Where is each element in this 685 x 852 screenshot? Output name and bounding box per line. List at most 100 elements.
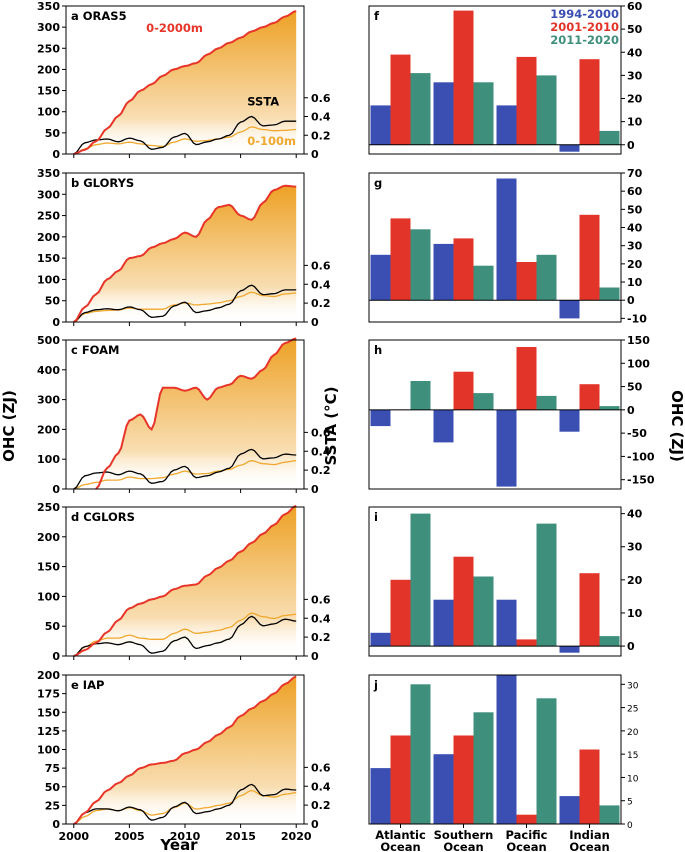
- y-tick-label: 50: [45, 781, 61, 794]
- line-panel-c: 0 100 200 300 400 500 0 0.2 0.4 0.6 c FOAM: [37, 334, 331, 496]
- y-tick-label: 150: [627, 334, 650, 347]
- bar-2011-2020-2: [536, 698, 557, 824]
- y-tick-label: 20: [627, 93, 643, 106]
- ohc-2000m-line: [73, 675, 297, 825]
- y-tick-label: 50: [45, 620, 61, 633]
- x-tick-label: Southern: [434, 828, 494, 842]
- ssta-tick-label: 0.4: [311, 111, 331, 124]
- y-tick-label: 40: [627, 222, 643, 235]
- y-tick-label: 400: [37, 364, 60, 377]
- bar-2001-2010-1: [453, 556, 474, 647]
- bar-2011-2020-1: [473, 265, 494, 301]
- x-tick-label: 2020: [281, 830, 312, 843]
- legend-0-2000m: 0-2000m: [146, 21, 203, 35]
- y-tick-label: 60: [627, 0, 643, 13]
- bar-2011-2020-2: [536, 254, 557, 301]
- x-tick-label: Pacific: [506, 828, 548, 842]
- y-tick-label: 0: [627, 139, 635, 152]
- y-tick-label: 100: [37, 453, 60, 466]
- y-tick-label: 200: [37, 669, 60, 682]
- bar-2001-2010-3: [579, 214, 600, 301]
- ohc-2000m-line: [73, 184, 297, 323]
- ssta-tick-label: 0.2: [311, 464, 331, 477]
- bar-1994-2000-2: [496, 178, 517, 301]
- ssta-tick-label: 0.2: [311, 631, 331, 644]
- y-tick-label: 100: [37, 744, 60, 757]
- axes-frame: [368, 5, 622, 155]
- bar-1994-2000-0: [370, 105, 391, 145]
- right-y-axis-label: OHC (ZJ): [668, 390, 685, 462]
- y-tick-label: 50: [627, 23, 643, 36]
- panel-letter: f: [374, 9, 380, 23]
- y-tick-label: -10: [627, 312, 647, 325]
- x-tick-label: 2005: [114, 830, 145, 843]
- bar-2011-2020-3: [599, 805, 620, 824]
- bar-1994-2000-1: [433, 82, 454, 145]
- y-tick-label: 0: [627, 821, 633, 831]
- panel-title: a ORAS5: [71, 9, 127, 23]
- bar-2011-2020-2: [536, 75, 557, 145]
- bar-2001-2010-3: [579, 384, 600, 410]
- mid-y-axis-label: SSTA (°C): [322, 386, 340, 465]
- y-tick-label: 60: [627, 185, 643, 198]
- y-tick-label: -50: [627, 427, 647, 440]
- y-tick-label: 20: [627, 574, 643, 587]
- bar-1994-2000-2: [496, 675, 517, 824]
- bar-1994-2000-3: [559, 646, 580, 653]
- y-tick-label: 500: [37, 334, 60, 347]
- panel-letter: h: [374, 343, 382, 357]
- bar-1994-2000-3: [559, 409, 580, 432]
- y-tick-label: 20: [627, 258, 643, 271]
- ssta-line: [73, 284, 297, 323]
- x-tick-label: Ocean: [443, 840, 483, 852]
- y-tick-label: 250: [37, 501, 60, 514]
- y-tick-label: 0: [627, 404, 635, 417]
- y-tick-label: 0: [52, 483, 60, 496]
- y-tick-label: 70: [627, 167, 643, 180]
- legend-ssta: SSTA: [247, 94, 279, 108]
- bar-2001-2010-2: [516, 639, 537, 646]
- y-tick-label: 0: [627, 294, 635, 307]
- ssta-tick-label: 0.6: [311, 92, 331, 105]
- y-tick-label: 350: [37, 167, 60, 180]
- axes-frame: [368, 339, 622, 490]
- ssta-line: [73, 115, 297, 155]
- y-tick-label: 10: [627, 116, 643, 129]
- y-tick-label: 50: [627, 203, 643, 216]
- bar-1994-2000-3: [559, 144, 580, 152]
- ssta-line: [73, 615, 297, 657]
- bar-panel-i: 0 10 20 30 40 i: [368, 506, 643, 657]
- bar-1994-2000-0: [370, 632, 391, 646]
- line-panel-b: 0 50 100 150 200 250 300 350 0 0.2 0.4 0.6 b GLORYS: [37, 167, 331, 329]
- y-tick-label: 0: [52, 818, 60, 831]
- y-tick-label: 200: [37, 231, 60, 244]
- y-tick-label: 0: [52, 316, 60, 329]
- bar-2011-2020-1: [473, 712, 494, 825]
- bar-2011-2020-3: [599, 406, 620, 410]
- x-tick-label: 2010: [170, 830, 201, 843]
- bar-2011-2020-3: [599, 636, 620, 646]
- y-tick-label: 200: [37, 63, 60, 76]
- panel-letter: i: [374, 510, 378, 524]
- y-tick-label: 30: [627, 240, 643, 253]
- bar-2001-2010-0: [390, 579, 411, 646]
- ssta-tick-label: 0.2: [311, 129, 331, 142]
- bar-2011-2020-3: [599, 130, 620, 145]
- bar-2011-2020-0: [410, 513, 431, 646]
- axes-frame: [368, 172, 622, 323]
- y-tick-label: 75: [45, 762, 60, 775]
- ssta-tick-label: 0.4: [311, 780, 331, 793]
- y-tick-label: 25: [45, 799, 60, 812]
- ssta-tick-label: 0: [311, 316, 319, 329]
- ssta-tick-label: 0.6: [311, 426, 331, 439]
- bar-1994-2000-1: [433, 599, 454, 647]
- y-tick-label: 0: [52, 148, 60, 161]
- ssta-tick-label: 0: [311, 650, 319, 663]
- y-tick-label: 50: [45, 127, 61, 140]
- ohc-100m-line: [73, 126, 297, 155]
- legend-2011-2020: 2011-2020: [550, 33, 619, 47]
- bar-2011-2020-0: [410, 684, 431, 824]
- y-tick-label: 100: [37, 273, 60, 286]
- legend-1994-2000: 1994-2000: [550, 7, 619, 21]
